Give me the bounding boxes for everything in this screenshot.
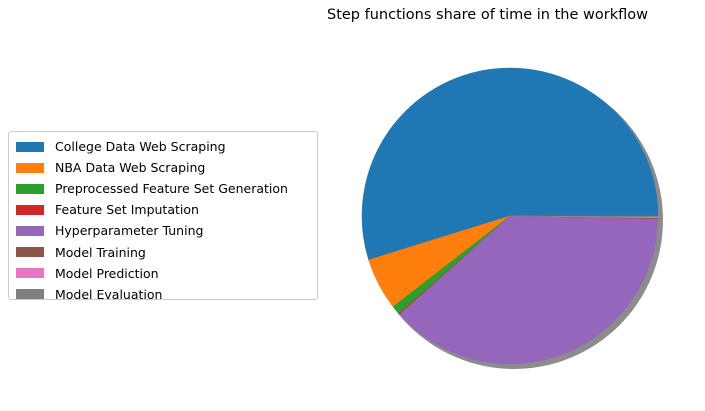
legend-label: Feature Set Imputation [55, 202, 199, 218]
legend-swatch [16, 225, 44, 236]
legend-swatch [16, 183, 44, 194]
legend-label: Model Training [55, 244, 146, 260]
legend-item-college-data-web-scraping: College Data Web Scraping [16, 136, 317, 157]
legend-swatch [16, 204, 44, 215]
legend-label: Preprocessed Feature Set Generation [55, 181, 288, 197]
legend-swatch [16, 141, 44, 152]
chart-title: Step functions share of time in the work… [327, 7, 648, 23]
pie-slice-hyperparameter-tuning [399, 215, 659, 365]
legend-item-model-evaluation: Model Evaluation [16, 284, 317, 305]
legend-label: Model Prediction [55, 265, 159, 281]
pie-slice-model-evaluation [509, 215, 659, 218]
legend-swatch [16, 289, 44, 300]
legend-item-model-prediction: Model Prediction [16, 263, 317, 284]
legend-label: NBA Data Web Scraping [55, 160, 206, 176]
legend-item-feature-set-imputation: Feature Set Imputation [16, 199, 317, 220]
pie-slice-college-data-web-scraping [361, 67, 659, 261]
legend-label: Hyperparameter Tuning [55, 223, 204, 239]
legend-swatch [16, 162, 44, 173]
legend-item-hyperparameter-tuning: Hyperparameter Tuning [16, 220, 317, 241]
legend-label: College Data Web Scraping [55, 139, 226, 155]
legend-item-nba-data-web-scraping: NBA Data Web Scraping [16, 157, 317, 178]
legend-label: Model Evaluation [55, 286, 163, 302]
legend-item-model-training: Model Training [16, 241, 317, 262]
legend-swatch [16, 247, 44, 258]
legend-swatch [16, 268, 44, 279]
legend: College Data Web Scraping NBA Data Web Sc… [8, 131, 318, 302]
legend-item-preprocessed-feature-set-generation: Preprocessed Feature Set Generation [16, 178, 317, 199]
